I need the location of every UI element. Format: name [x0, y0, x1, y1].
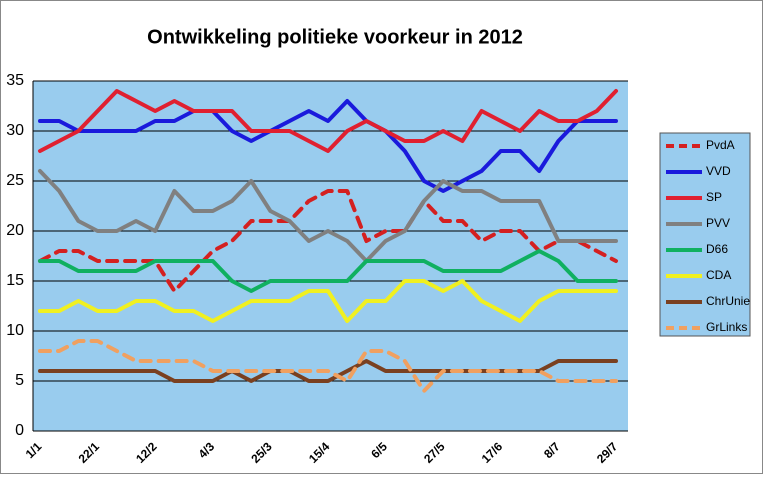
- series-line: [38, 279, 618, 323]
- legend-label: GrLinks: [706, 320, 747, 334]
- series-line: [38, 359, 618, 383]
- series-line: [38, 99, 618, 193]
- legend-label: D66: [706, 242, 728, 256]
- y-tick-label: 20: [6, 222, 24, 239]
- series-line: [38, 89, 618, 153]
- y-tick-label: 0: [15, 422, 24, 439]
- series-line: [38, 339, 618, 393]
- legend-label: SP: [706, 190, 722, 204]
- y-tick-label: 25: [6, 172, 24, 189]
- series-line: [38, 249, 618, 293]
- chart-title: Ontwikkeling politieke voorkeur in 2012: [147, 26, 523, 48]
- legend-label: CDA: [706, 268, 731, 282]
- legend-label: PvdA: [706, 138, 735, 152]
- y-tick-label: 10: [6, 322, 24, 339]
- legend-label: ChrUnie: [706, 294, 750, 308]
- y-tick-label: 5: [15, 372, 24, 389]
- series-line: [38, 169, 618, 263]
- legend-label: VVD: [706, 164, 731, 178]
- y-tick-label: 35: [6, 72, 24, 89]
- y-tick-label: 30: [6, 122, 24, 139]
- legend-label: PVV: [706, 216, 730, 230]
- series-line: [38, 189, 618, 293]
- y-tick-label: 15: [6, 272, 24, 289]
